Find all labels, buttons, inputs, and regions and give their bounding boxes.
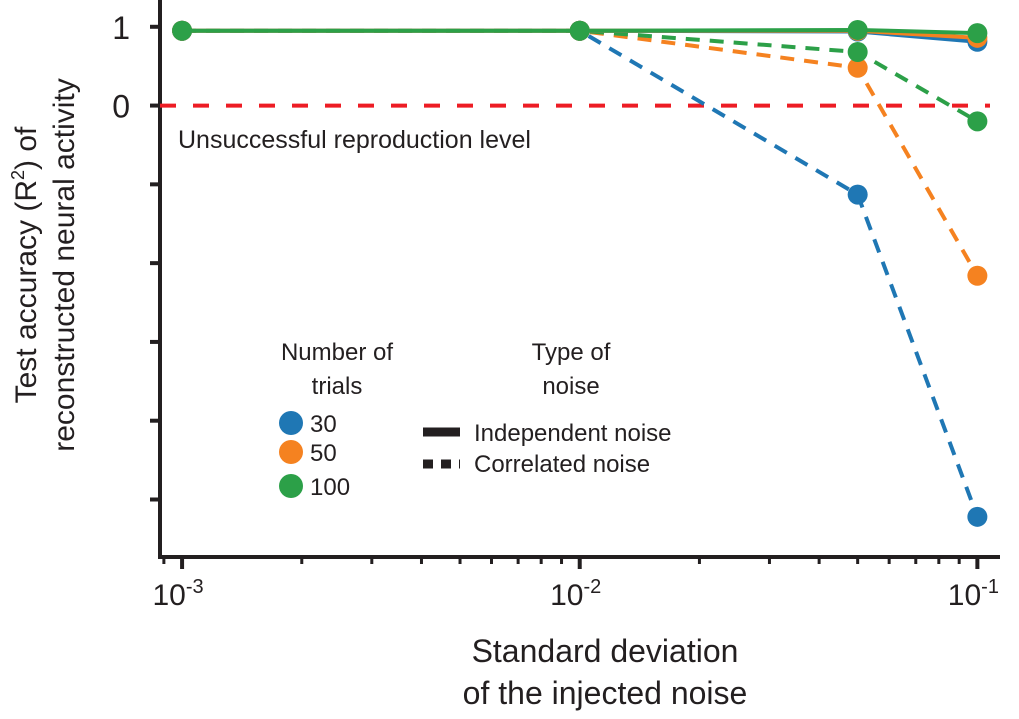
data-point-100-independent bbox=[967, 23, 988, 44]
y-tick-label: 0 bbox=[112, 89, 130, 125]
legend-label-100: 100 bbox=[310, 474, 350, 501]
x-axis-label-line1: Standard deviation bbox=[472, 633, 739, 669]
y-tick-label: 1 bbox=[112, 10, 130, 46]
legend-label-independent: Independent noise bbox=[474, 420, 672, 447]
data-point-30-correlated bbox=[967, 506, 988, 527]
y-axis-label-line2: reconstructed neural activity bbox=[48, 78, 81, 452]
data-point-100-correlated bbox=[967, 111, 988, 132]
legend-label-30: 30 bbox=[310, 411, 337, 438]
legend-label-correlated: Correlated noise bbox=[474, 451, 650, 478]
legend-noise-title-1: Type of bbox=[532, 339, 611, 366]
legend: Number of trials Type of noise 30 50 100… bbox=[279, 339, 672, 501]
x-tick-label: 10-3 bbox=[152, 576, 203, 612]
x-tick-base: 10 bbox=[152, 579, 185, 612]
series-line-100-independent bbox=[182, 27, 978, 36]
data-point-50-correlated bbox=[967, 265, 988, 286]
legend-marker-30 bbox=[279, 411, 303, 435]
x-tick-exponent: -3 bbox=[186, 576, 204, 598]
legend-marker-50 bbox=[279, 440, 303, 464]
x-tick-base: 10 bbox=[550, 579, 583, 612]
x-tick-exponent: -1 bbox=[981, 576, 999, 598]
y-label-sup: 2 bbox=[8, 170, 28, 180]
reference-label: Unsuccessful reproduction level bbox=[178, 126, 531, 154]
y-label-part: Test accuracy (R bbox=[10, 180, 43, 403]
x-tick-label: 10-1 bbox=[948, 576, 999, 612]
data-point-50-correlated bbox=[847, 57, 868, 78]
x-tick-exponent: -2 bbox=[584, 576, 602, 598]
data-point-100-independent bbox=[569, 20, 590, 41]
data-point-100-independent bbox=[172, 20, 193, 41]
data-point-100-correlated bbox=[847, 41, 868, 62]
legend-marker-100 bbox=[279, 474, 303, 498]
legend-trials-title-2: trials bbox=[312, 373, 363, 400]
data-point-100-independent bbox=[847, 19, 868, 40]
legend-label-50: 50 bbox=[310, 440, 337, 467]
y-label-part: ) of bbox=[10, 126, 43, 170]
x-axis-label-line2: of the injected noise bbox=[463, 675, 748, 711]
legend-trials-title-1: Number of bbox=[281, 339, 393, 366]
x-tick-label: 10-2 bbox=[550, 576, 601, 612]
y-axis-label-line1: Test accuracy (R2) of bbox=[8, 126, 43, 403]
x-tick-base: 10 bbox=[948, 579, 981, 612]
legend-noise-title-2: noise bbox=[542, 373, 599, 400]
data-point-30-correlated bbox=[847, 184, 868, 205]
